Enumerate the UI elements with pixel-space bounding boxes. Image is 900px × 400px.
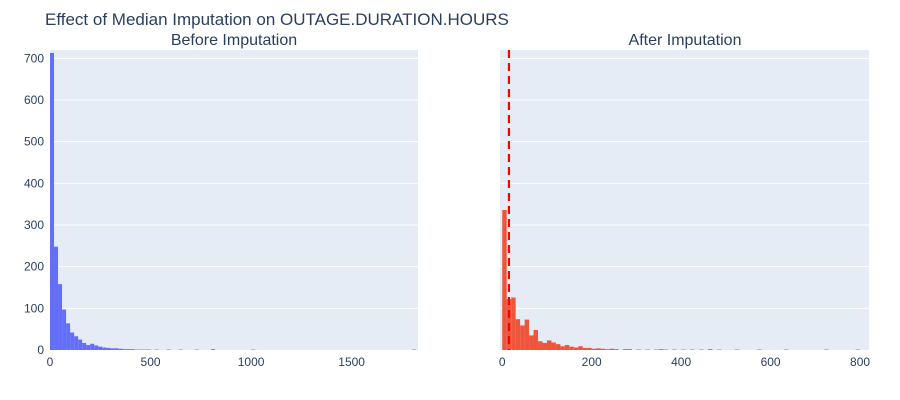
x-tick-label-after: 800 <box>850 355 870 369</box>
histogram-bar-before <box>78 339 83 350</box>
subplot-title-after: After Imputation <box>629 32 742 49</box>
histogram-bar-before <box>210 349 215 350</box>
histogram-bar-before <box>122 349 127 350</box>
histogram-bar-before <box>58 284 63 350</box>
histogram-bar-after <box>511 297 516 350</box>
histogram-bar-before <box>94 345 99 350</box>
histogram-bar-before <box>90 343 95 350</box>
y-tick-label: 500 <box>24 135 44 149</box>
histogram-bar-before <box>82 342 87 350</box>
histogram-bar-after <box>560 346 565 350</box>
subplot-title-before: Before Imputation <box>171 32 297 49</box>
histogram-bar-after <box>542 342 547 350</box>
x-tick-label-after: 600 <box>761 355 781 369</box>
histogram-bar-before <box>106 347 111 350</box>
histogram-bar-after <box>614 349 619 350</box>
histogram-bar-before <box>54 246 59 350</box>
x-tick-label-after: 0 <box>499 355 506 369</box>
y-tick-label: 600 <box>24 93 44 107</box>
histogram-bar-before <box>98 346 103 350</box>
histogram-bar-after <box>587 347 592 350</box>
histogram-bar-after <box>582 347 588 350</box>
histogram-bar-after <box>520 325 525 350</box>
histogram-bar-before <box>130 349 135 350</box>
y-tick-label: 200 <box>24 260 44 274</box>
x-tick-label-after: 200 <box>582 355 602 369</box>
histogram-bar-after <box>627 349 632 350</box>
histogram-bar-after <box>515 319 521 350</box>
x-tick-label-before: 500 <box>141 355 161 369</box>
histogram-bar-before <box>114 348 119 350</box>
histogram-bar-after <box>596 348 601 350</box>
histogram-bar-after <box>573 347 579 350</box>
histogram-bar-after <box>591 348 597 350</box>
histogram-bar-before <box>74 336 79 350</box>
histogram-bar-after <box>605 349 610 350</box>
histogram-bar-after <box>600 348 606 350</box>
y-tick-label: 100 <box>24 301 44 315</box>
histogram-bar-after <box>529 335 534 350</box>
y-tick-label: 700 <box>24 51 44 65</box>
histogram-bar-after <box>609 348 615 350</box>
plot-area-before <box>50 50 418 350</box>
histogram-bar-after <box>578 346 583 350</box>
y-tick-label: 300 <box>24 218 44 232</box>
histogram-bar-before <box>50 52 55 351</box>
histogram-bar-before <box>118 348 123 350</box>
x-tick-label-after: 400 <box>671 355 691 369</box>
histogram-bar-after <box>538 341 543 350</box>
x-tick-label-before: 1000 <box>238 355 265 369</box>
histogram-bar-after <box>707 349 713 350</box>
histogram-bar-after <box>623 349 628 350</box>
histogram-bar-after <box>658 349 664 350</box>
histogram-bar-after <box>502 210 507 350</box>
histogram-bar-after <box>533 330 539 350</box>
x-tick-label-before: 1500 <box>338 355 365 369</box>
histogram-bar-before <box>66 323 71 350</box>
histogram-bar-before <box>70 332 75 350</box>
histogram-bar-after <box>569 346 574 350</box>
x-tick-label-before: 0 <box>47 355 54 369</box>
y-tick-label: 0 <box>37 343 44 357</box>
histogram-bar-after <box>524 319 530 350</box>
chart-title: Effect of Median Imputation on OUTAGE.DU… <box>45 10 509 29</box>
histogram-bar-before <box>86 345 91 350</box>
histogram-bar-after <box>551 342 556 350</box>
y-tick-label: 400 <box>24 176 44 190</box>
histogram-bar-before <box>62 309 67 350</box>
histogram-bar-after <box>555 344 561 350</box>
histogram-bar-before <box>102 347 107 350</box>
histogram-bar-before <box>110 348 115 350</box>
histogram-bar-after <box>546 340 552 350</box>
plot-area-after <box>500 50 869 350</box>
histogram-bar-after <box>564 345 570 350</box>
histogram-bar-before <box>126 349 131 350</box>
